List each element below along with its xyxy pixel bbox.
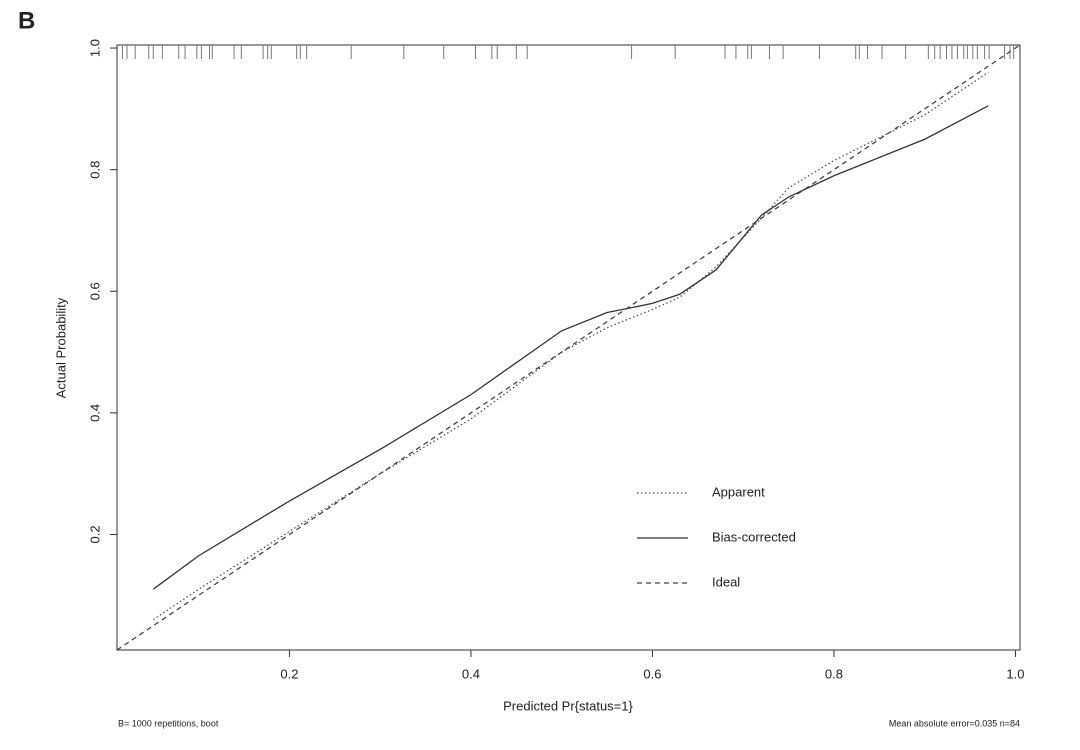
y-tick-label: 0.4 (87, 404, 102, 422)
y-axis-label: Actual Probability (53, 297, 68, 398)
panel-label: B (18, 7, 35, 34)
y-tick-label: 0.6 (87, 282, 102, 300)
x-axis-label: Predicted Pr{status=1} (503, 698, 633, 713)
y-tick-label: 1.0 (87, 39, 102, 57)
y-tick-label: 0.2 (87, 525, 102, 543)
plot-frame (116, 44, 1021, 651)
legend-label: Apparent (712, 484, 765, 499)
footnote-left: B= 1000 repetitions, boot (118, 718, 219, 728)
x-tick-label: 0.4 (462, 666, 480, 681)
series-line (152, 105, 989, 590)
x-tick-label: 0.6 (643, 666, 661, 681)
footnote-right: Mean absolute error=0.035 n=84 (889, 718, 1020, 728)
legend-label: Ideal (712, 574, 740, 589)
series-line (116, 44, 1021, 651)
x-tick-label: 0.2 (280, 666, 298, 681)
x-tick-label: 1.0 (1006, 666, 1024, 681)
x-tick-label: 0.8 (825, 666, 843, 681)
legend-label: Bias-corrected (712, 529, 796, 544)
series-line (152, 71, 989, 621)
y-tick-label: 0.8 (87, 161, 102, 179)
